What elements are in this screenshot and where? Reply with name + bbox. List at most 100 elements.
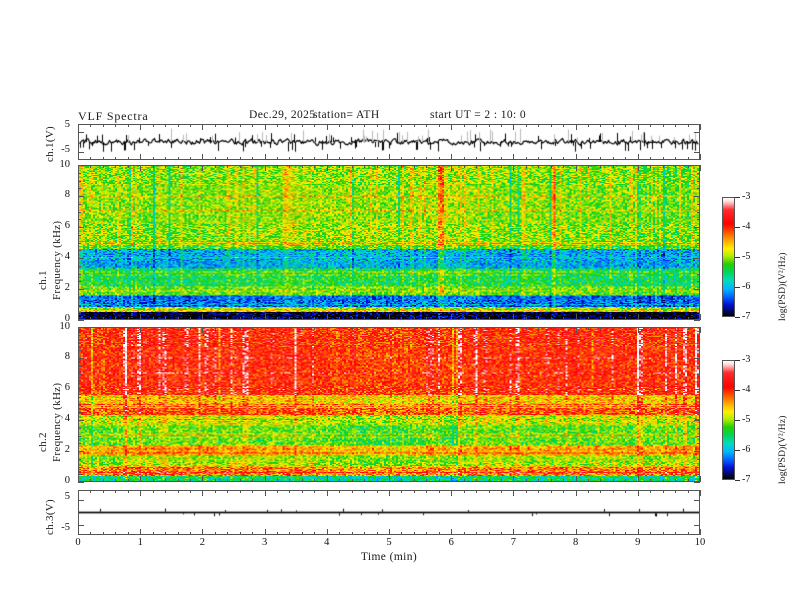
x-axis-minor-tick — [215, 479, 216, 482]
x-axis-minor-tick — [688, 490, 689, 493]
x-axis-minor-tick — [650, 327, 651, 330]
x-axis-minor-tick — [190, 532, 191, 535]
x-axis-minor-tick — [650, 490, 651, 493]
x-axis-minor-tick — [364, 124, 365, 127]
x-axis-minor-tick — [526, 157, 527, 160]
x-axis-minor-tick — [252, 165, 253, 168]
y-axis-minor-tick — [697, 474, 700, 475]
x-axis-minor-tick — [289, 157, 290, 160]
y-axis-minor-tick — [697, 219, 700, 220]
x-axis-minor-tick — [153, 479, 154, 482]
x-axis-minor-tick — [401, 327, 402, 330]
x-axis-major-tick — [638, 165, 639, 171]
x-axis-minor-tick — [613, 479, 614, 482]
x-axis-minor-tick — [115, 124, 116, 127]
x-axis-minor-tick — [588, 157, 589, 160]
colorbar-ch1-gradient — [722, 197, 735, 317]
y-axis-major-tick — [78, 320, 84, 321]
x-axis-minor-tick — [613, 327, 614, 330]
x-axis-major-tick — [140, 529, 141, 535]
x-axis-minor-tick — [252, 532, 253, 535]
x-axis-minor-tick — [563, 317, 564, 320]
colorbar-tick — [735, 360, 740, 361]
x-axis-minor-tick — [688, 479, 689, 482]
x-axis-minor-tick — [364, 479, 365, 482]
x-axis-minor-tick — [501, 532, 502, 535]
y-axis-minor-tick — [697, 343, 700, 344]
y-axis-major-tick — [694, 482, 700, 483]
x-axis-minor-tick — [90, 490, 91, 493]
y-axis-minor-tick — [78, 412, 81, 413]
x-axis-minor-tick — [563, 157, 564, 160]
x-axis-minor-tick — [289, 532, 290, 535]
y-axis-minor-tick — [78, 428, 81, 429]
x-axis-minor-tick — [663, 317, 664, 320]
x-axis-minor-tick — [476, 532, 477, 535]
x-axis-minor-tick — [289, 165, 290, 168]
x-axis-minor-tick — [526, 124, 527, 127]
y-axis-minor-tick — [78, 405, 81, 406]
x-axis-minor-tick — [563, 124, 564, 127]
x-axis-major-tick — [327, 165, 328, 171]
x-axis-minor-tick — [401, 157, 402, 160]
x-axis-minor-tick — [165, 327, 166, 330]
y-axis-minor-tick — [697, 381, 700, 382]
x-axis-minor-tick — [563, 165, 564, 168]
x-axis-minor-tick — [364, 490, 365, 493]
y-axis-minor-tick — [697, 459, 700, 460]
x-axis-minor-tick — [439, 479, 440, 482]
x-axis-minor-tick — [551, 317, 552, 320]
x-axis-minor-tick — [650, 157, 651, 160]
x-axis-major-tick — [389, 124, 390, 130]
x-axis-minor-tick — [314, 490, 315, 493]
x-axis-minor-tick — [90, 157, 91, 160]
y-axis-minor-tick — [78, 181, 81, 182]
y-axis-major-tick — [694, 389, 700, 390]
x-axis-minor-tick — [426, 165, 427, 168]
x-axis-minor-tick — [240, 532, 241, 535]
x-axis-minor-tick — [663, 532, 664, 535]
x-axis-minor-tick — [227, 165, 228, 168]
x-axis-minor-tick — [414, 157, 415, 160]
x-axis-major-tick — [265, 314, 266, 320]
x-axis-minor-tick — [153, 490, 154, 493]
ch1-spectrogram-ytick-4: 4 — [64, 251, 70, 262]
y-axis-major-tick — [78, 327, 84, 328]
x-axis-major-tick — [327, 490, 328, 496]
x-axis-minor-tick — [165, 479, 166, 482]
x-axis-minor-tick — [339, 317, 340, 320]
x-axis-minor-tick — [675, 124, 676, 127]
x-axis-minor-tick — [252, 157, 253, 160]
x-axis-minor-tick — [426, 479, 427, 482]
y-axis-minor-tick — [697, 188, 700, 189]
x-axis-minor-tick — [625, 490, 626, 493]
x-axis-tick-label: 6 — [448, 537, 454, 548]
x-axis-major-tick — [140, 154, 141, 160]
y-axis-minor-tick — [697, 443, 700, 444]
x-axis-minor-tick — [339, 165, 340, 168]
y-axis-minor-tick — [78, 305, 81, 306]
x-axis-major-tick — [265, 154, 266, 160]
x-axis-major-tick — [700, 490, 701, 496]
y-axis-minor-tick — [697, 374, 700, 375]
x-axis-minor-tick — [551, 165, 552, 168]
x-axis-minor-tick — [227, 157, 228, 160]
colorbar-tick — [735, 390, 740, 391]
x-axis-major-tick — [202, 476, 203, 482]
x-axis-minor-tick — [414, 532, 415, 535]
x-axis-minor-tick — [464, 124, 465, 127]
x-axis-minor-tick — [613, 157, 614, 160]
colorbar-ch2-title: log(PSD)(V²/Hz) — [778, 415, 788, 484]
x-axis-major-tick — [451, 314, 452, 320]
x-axis-minor-tick — [178, 490, 179, 493]
x-axis-minor-tick — [240, 327, 241, 330]
x-axis-major-tick — [265, 165, 266, 171]
x-axis-minor-tick — [489, 157, 490, 160]
x-axis-minor-tick — [464, 165, 465, 168]
x-axis-minor-tick — [625, 165, 626, 168]
x-axis-major-tick — [638, 154, 639, 160]
ch3-waveform-panel — [78, 490, 700, 535]
x-axis-minor-tick — [426, 157, 427, 160]
x-axis-minor-tick — [426, 327, 427, 330]
x-axis-minor-tick — [115, 490, 116, 493]
